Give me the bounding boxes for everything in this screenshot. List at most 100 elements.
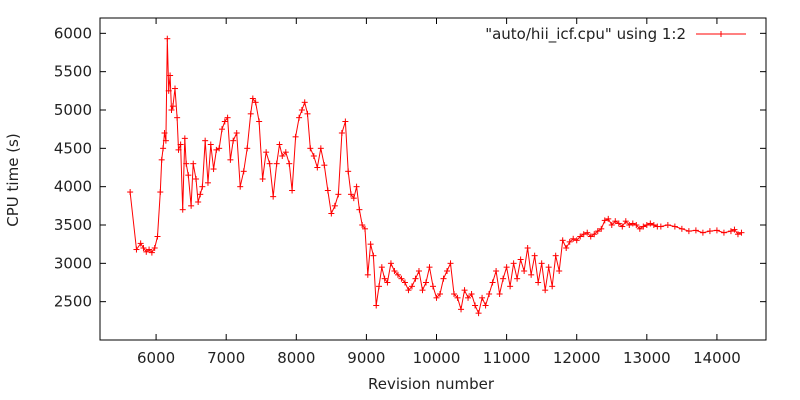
data-point <box>734 231 741 238</box>
data-point <box>626 222 633 228</box>
data-point <box>183 160 190 167</box>
data-point <box>188 202 195 209</box>
data-point <box>486 291 493 297</box>
data-point <box>384 279 391 286</box>
data-point <box>168 107 175 113</box>
data-point <box>195 199 202 205</box>
series-layer <box>127 35 745 317</box>
data-point <box>447 260 454 267</box>
data-point <box>249 95 256 102</box>
legend: "auto/hii_icf.cpu" using 1:2 <box>485 25 746 44</box>
data-point <box>282 149 289 156</box>
data-point <box>598 225 605 232</box>
axis-tick-labels: 6000 7000 8000 9000 10000 11000 12000 13000 1400… <box>54 24 741 367</box>
data-point <box>636 225 643 232</box>
data-point <box>465 294 472 301</box>
data-point <box>503 264 510 271</box>
data-point <box>437 291 444 297</box>
data-point <box>398 275 405 282</box>
data-point <box>510 260 517 267</box>
data-point <box>422 279 429 286</box>
data-point <box>415 268 422 274</box>
data-point <box>500 275 507 282</box>
data-point <box>444 268 451 274</box>
x-tick-label: 13000 <box>623 349 671 367</box>
data-point <box>213 146 220 153</box>
data-point <box>577 233 584 240</box>
data-point <box>643 222 650 228</box>
data-point <box>154 233 161 240</box>
data-point <box>594 228 601 235</box>
data-point <box>148 249 155 256</box>
data-point <box>412 275 419 282</box>
data-point <box>472 302 479 309</box>
data-point <box>345 168 352 175</box>
data-point <box>566 238 573 245</box>
data-point <box>298 107 305 113</box>
data-point <box>405 287 412 294</box>
data-point <box>461 287 468 294</box>
data-point <box>552 252 559 259</box>
legend-label: "auto/hii_icf.cpu" using 1:2 <box>485 25 686 44</box>
data-point <box>475 310 482 317</box>
data-point <box>174 114 181 121</box>
data-point <box>664 222 671 228</box>
data-point <box>193 176 200 182</box>
legend-marker-sample <box>718 31 724 37</box>
data-point <box>367 241 374 248</box>
data-point <box>451 291 458 297</box>
data-point <box>556 268 563 274</box>
data-point <box>678 225 685 232</box>
data-point <box>559 237 566 244</box>
data-point <box>160 145 167 152</box>
data-point <box>224 114 231 121</box>
data-point <box>247 110 254 117</box>
data-point <box>391 268 398 274</box>
x-axis-label: Revision number <box>368 375 495 393</box>
data-point <box>353 183 360 190</box>
data-point <box>137 240 144 247</box>
data-point <box>202 137 209 144</box>
data-point <box>622 218 629 225</box>
data-point <box>468 291 475 297</box>
x-tick-label: 14000 <box>693 349 741 367</box>
data-point <box>580 231 587 238</box>
data-point <box>657 223 664 230</box>
data-point <box>713 227 720 234</box>
data-point <box>619 223 626 230</box>
data-point <box>270 193 277 200</box>
y-tick-label: 3000 <box>54 254 92 272</box>
data-point <box>252 99 259 106</box>
data-point <box>685 228 692 235</box>
data-point <box>570 235 577 242</box>
data-point <box>276 141 283 148</box>
data-point <box>482 302 489 309</box>
data-point <box>535 279 542 286</box>
data-point <box>328 210 335 217</box>
data-point <box>517 256 524 263</box>
y-tick-label: 4000 <box>54 178 92 196</box>
data-point <box>720 229 727 236</box>
x-tick-label: 7000 <box>207 349 245 367</box>
data-point <box>378 264 385 271</box>
y-axis-label: CPU time (s) <box>4 133 22 226</box>
data-point <box>612 218 619 225</box>
data-point <box>127 189 134 196</box>
y-tick-label: 3500 <box>54 216 92 234</box>
data-point <box>273 160 280 167</box>
plot-frame <box>99 17 767 341</box>
data-point <box>197 191 204 198</box>
y-tick-label: 6000 <box>54 24 92 42</box>
data-point <box>671 223 678 230</box>
data-point <box>151 245 158 251</box>
data-point <box>259 176 266 182</box>
data-point <box>699 229 706 236</box>
data-point <box>394 271 401 278</box>
data-point <box>179 206 186 213</box>
data-point <box>359 222 366 228</box>
x-tick-label: 9000 <box>347 349 385 367</box>
data-point <box>454 294 461 301</box>
y-tick-label: 4500 <box>54 139 92 157</box>
data-point <box>633 222 640 228</box>
data-point <box>493 268 500 274</box>
